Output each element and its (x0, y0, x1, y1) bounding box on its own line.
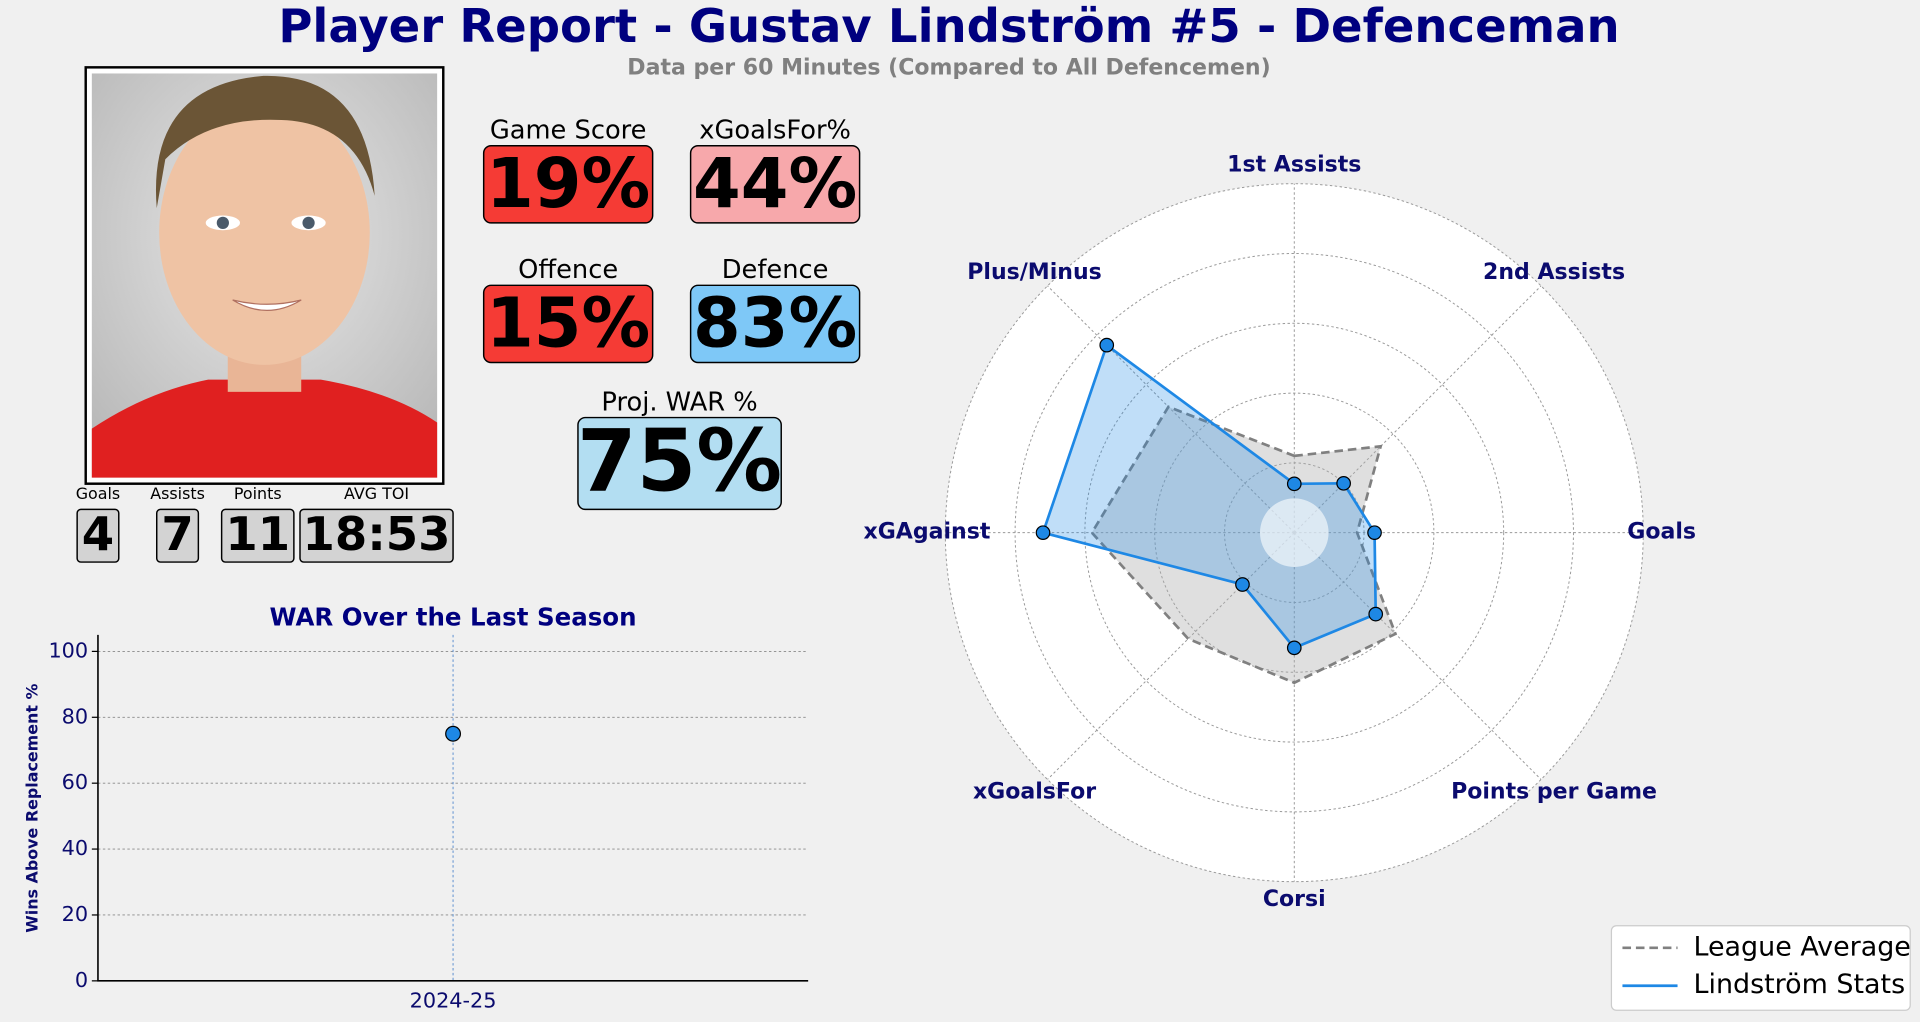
spoke (1047, 532, 1295, 780)
stats: Goals 4 Assists 7 Points 11 AVG TOI 18:53 (76, 484, 454, 563)
metric-value: 19% (486, 144, 650, 224)
axes (97, 634, 809, 982)
radar-marker (1235, 577, 1250, 592)
spoke (1047, 285, 1295, 534)
radar-area (1090, 405, 1398, 685)
spoke (1293, 285, 1542, 534)
legend-box (1610, 925, 1911, 1011)
stat-label: Assists (150, 484, 205, 503)
x-tick-label: 2024-25 (410, 989, 497, 1013)
marker (445, 725, 462, 742)
axis-label: Plus/Minus (967, 260, 1102, 285)
stat-value: 4 (82, 507, 114, 561)
metric-value: 15% (486, 284, 650, 364)
chart-title: WAR Over the Last Season (270, 602, 637, 631)
y-tick-label: 100 (48, 638, 88, 662)
subtitle: Data per 60 Minutes (Compared to All Def… (627, 56, 1270, 81)
metric-box (689, 284, 861, 364)
radar-marker (1336, 475, 1351, 491)
radar-marker (1099, 337, 1115, 353)
stat-box (220, 508, 295, 563)
title: Player Report - Gustav Lindström #5 - De… (278, 0, 1619, 53)
y-tick-label: 60 (62, 770, 88, 794)
y-tick-label: 0 (75, 968, 88, 992)
stat-value: 18:53 (302, 507, 450, 561)
metric-box (482, 144, 654, 224)
charts: WAR Over the Last Season Wins Above Repla… (23, 152, 1911, 1012)
spoke (1293, 532, 1542, 780)
radar-marker (1367, 525, 1382, 541)
y-tick-label: 80 (62, 704, 88, 728)
metric-label: Defence (722, 255, 829, 285)
metric-box (577, 416, 782, 511)
stat-value: 7 (161, 507, 193, 561)
y-tick-label: 20 (62, 902, 88, 926)
legend-label: Lindström Stats (1693, 969, 1905, 1000)
stat-box (76, 508, 120, 563)
stat-box (299, 508, 454, 563)
grid-ring (1084, 322, 1505, 743)
metric-label: xGoalsFor% (699, 116, 851, 146)
axis-label: Corsi (1263, 887, 1326, 912)
metric-box (482, 284, 654, 364)
radar-center (1260, 498, 1329, 567)
metric-label: Proj. WAR % (601, 387, 757, 417)
metric-value: 75% (577, 412, 782, 512)
metric-label: Game Score (490, 116, 647, 146)
metric-box (689, 144, 861, 224)
radar-marker (1286, 640, 1302, 656)
axis-label: 1st Assists (1227, 152, 1361, 177)
stat-label: Points (234, 484, 282, 503)
y-axis-label: Wins Above Replacement % (23, 684, 42, 933)
radar-marker (1368, 606, 1384, 622)
legend-label: League Average (1693, 931, 1910, 962)
axis-label: xGoalsFor (973, 779, 1096, 804)
axis-label: Goals (1627, 520, 1696, 545)
metric-value: 44% (693, 144, 857, 224)
axis-label: 2nd Assists (1483, 260, 1625, 285)
stat-label: AVG TOI (344, 484, 409, 503)
stat-box (156, 508, 200, 563)
player-photo (84, 66, 445, 485)
metric-value: 83% (693, 284, 857, 364)
stat-label: Goals (76, 484, 121, 503)
axis-label: Points per Game (1451, 779, 1657, 804)
stat-value: 11 (225, 507, 290, 561)
radar-marker (1286, 476, 1302, 492)
radar-marker (1035, 525, 1051, 541)
metric-label: Offence (518, 255, 618, 285)
y-tick-label: 40 (62, 836, 88, 860)
axis-label: xGAgainst (864, 520, 991, 545)
